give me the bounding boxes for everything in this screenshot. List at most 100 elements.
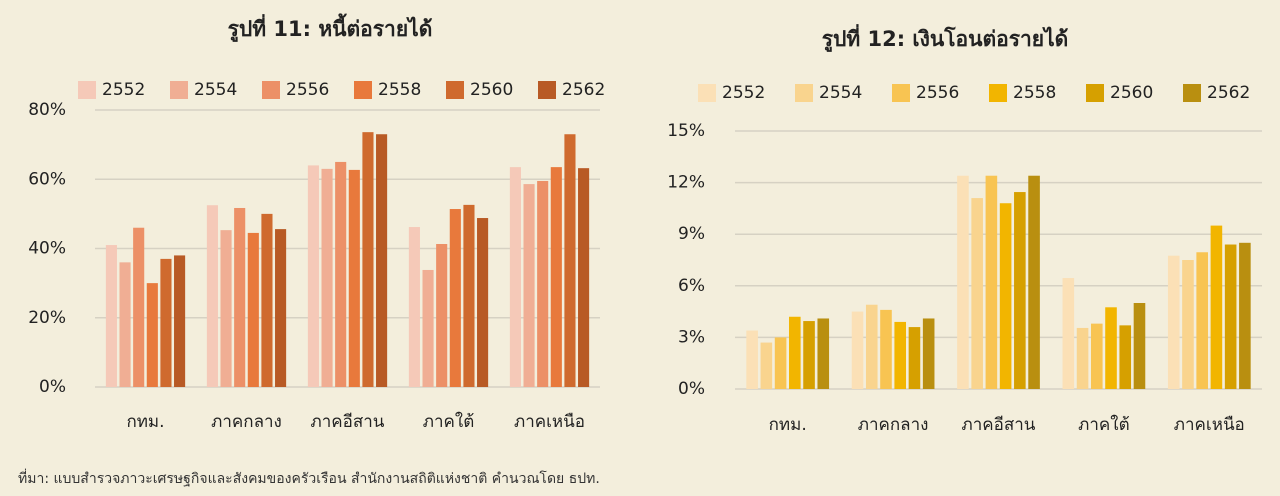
x-tick-label: ภาคกลาง bbox=[211, 412, 282, 432]
bar bbox=[463, 204, 475, 387]
bar bbox=[908, 327, 921, 389]
y-tick-label: 0% bbox=[678, 379, 705, 399]
bar bbox=[851, 311, 864, 389]
bar bbox=[119, 262, 131, 387]
legend-label: 2562 bbox=[1207, 83, 1250, 103]
legend-swatch bbox=[262, 81, 280, 99]
legend-label: 2554 bbox=[194, 80, 237, 100]
bar bbox=[537, 180, 549, 387]
bar bbox=[1239, 242, 1251, 389]
chart-title: รูปที่ 11: หนี้ต่อรายได้ bbox=[228, 13, 433, 43]
bar bbox=[1196, 252, 1208, 389]
bar bbox=[817, 318, 830, 389]
x-tick-label: ภาคใต้ bbox=[423, 411, 474, 432]
bar bbox=[1210, 225, 1223, 389]
bar bbox=[865, 304, 878, 389]
bar bbox=[1182, 260, 1194, 389]
legend-label: 2562 bbox=[562, 80, 605, 100]
bar bbox=[335, 161, 347, 387]
x-tick-label: กทม. bbox=[769, 415, 807, 435]
x-tick-label: ภาคเหนือ bbox=[1174, 415, 1245, 435]
y-tick-label: 0% bbox=[39, 377, 66, 397]
bar bbox=[1028, 175, 1040, 389]
bar bbox=[803, 321, 815, 389]
bar bbox=[1133, 303, 1146, 389]
bar bbox=[133, 227, 145, 387]
bar bbox=[436, 243, 448, 387]
legend-swatch bbox=[354, 81, 372, 99]
bar bbox=[880, 309, 892, 389]
legend-label: 2556 bbox=[916, 83, 959, 103]
legend-label: 2558 bbox=[1013, 83, 1056, 103]
legend-swatch bbox=[78, 81, 96, 99]
bar bbox=[746, 330, 758, 389]
bar bbox=[789, 316, 801, 389]
bar bbox=[160, 258, 172, 387]
bar bbox=[550, 167, 562, 387]
legend-swatch bbox=[1086, 84, 1104, 102]
bar bbox=[449, 209, 461, 387]
bar bbox=[408, 227, 420, 387]
legend-label: 2556 bbox=[286, 80, 329, 100]
bar bbox=[307, 165, 319, 387]
legend-label: 2552 bbox=[722, 83, 765, 103]
bar bbox=[422, 269, 434, 387]
bar bbox=[477, 218, 489, 387]
legend-label: 2558 bbox=[378, 80, 421, 100]
bar bbox=[1090, 323, 1103, 389]
y-tick-label: 20% bbox=[28, 308, 66, 328]
bar bbox=[247, 232, 259, 387]
legend-swatch bbox=[795, 84, 813, 102]
bar bbox=[321, 168, 333, 387]
bar bbox=[174, 255, 186, 387]
bar bbox=[523, 184, 535, 387]
legend-swatch bbox=[1183, 84, 1201, 102]
bar bbox=[105, 245, 117, 387]
legend-swatch bbox=[698, 84, 716, 102]
bar bbox=[234, 207, 246, 387]
bar bbox=[760, 342, 773, 389]
bar bbox=[1224, 244, 1237, 389]
legend-swatch bbox=[989, 84, 1007, 102]
y-tick-label: 60% bbox=[28, 169, 66, 189]
bar bbox=[578, 168, 590, 387]
x-tick-label: ภาคกลาง bbox=[858, 415, 929, 435]
legend-swatch bbox=[892, 84, 910, 102]
y-tick-label: 9% bbox=[678, 224, 705, 244]
bar bbox=[1119, 325, 1132, 389]
bar bbox=[261, 213, 273, 387]
x-tick-label: ภาคเหนือ bbox=[514, 412, 585, 432]
x-tick-label: ภาคใต้ bbox=[1078, 414, 1129, 435]
legend-label: 2560 bbox=[1110, 83, 1153, 103]
legend-label: 2554 bbox=[819, 83, 862, 103]
legend-label: 2552 bbox=[102, 80, 145, 100]
y-tick-label: 15% bbox=[667, 121, 705, 141]
bar bbox=[1105, 307, 1117, 389]
bar bbox=[564, 134, 576, 387]
bar bbox=[206, 205, 218, 387]
bar bbox=[509, 167, 521, 387]
bar bbox=[1014, 192, 1026, 389]
y-tick-label: 3% bbox=[678, 327, 705, 347]
bar bbox=[971, 198, 983, 389]
bar bbox=[362, 132, 374, 387]
bar bbox=[1076, 327, 1089, 389]
y-tick-label: 12% bbox=[667, 173, 705, 193]
bar bbox=[999, 203, 1012, 389]
bar bbox=[957, 175, 969, 389]
bar bbox=[220, 230, 232, 387]
y-tick-label: 6% bbox=[678, 276, 705, 296]
bar bbox=[376, 134, 388, 387]
bar bbox=[774, 337, 787, 389]
legend-swatch bbox=[446, 81, 464, 99]
y-tick-label: 80% bbox=[28, 100, 66, 120]
bar bbox=[894, 321, 907, 389]
x-tick-label: ภาคอีสาน bbox=[962, 415, 1036, 435]
x-tick-label: ภาคอีสาน bbox=[311, 412, 385, 432]
bar bbox=[922, 318, 935, 389]
source-note: ที่มา: แบบสำรวจภาวะเศรษฐกิจและสังคมของคร… bbox=[18, 469, 600, 487]
y-tick-label: 40% bbox=[28, 239, 66, 259]
bar bbox=[348, 169, 360, 387]
legend-swatch bbox=[538, 81, 556, 99]
